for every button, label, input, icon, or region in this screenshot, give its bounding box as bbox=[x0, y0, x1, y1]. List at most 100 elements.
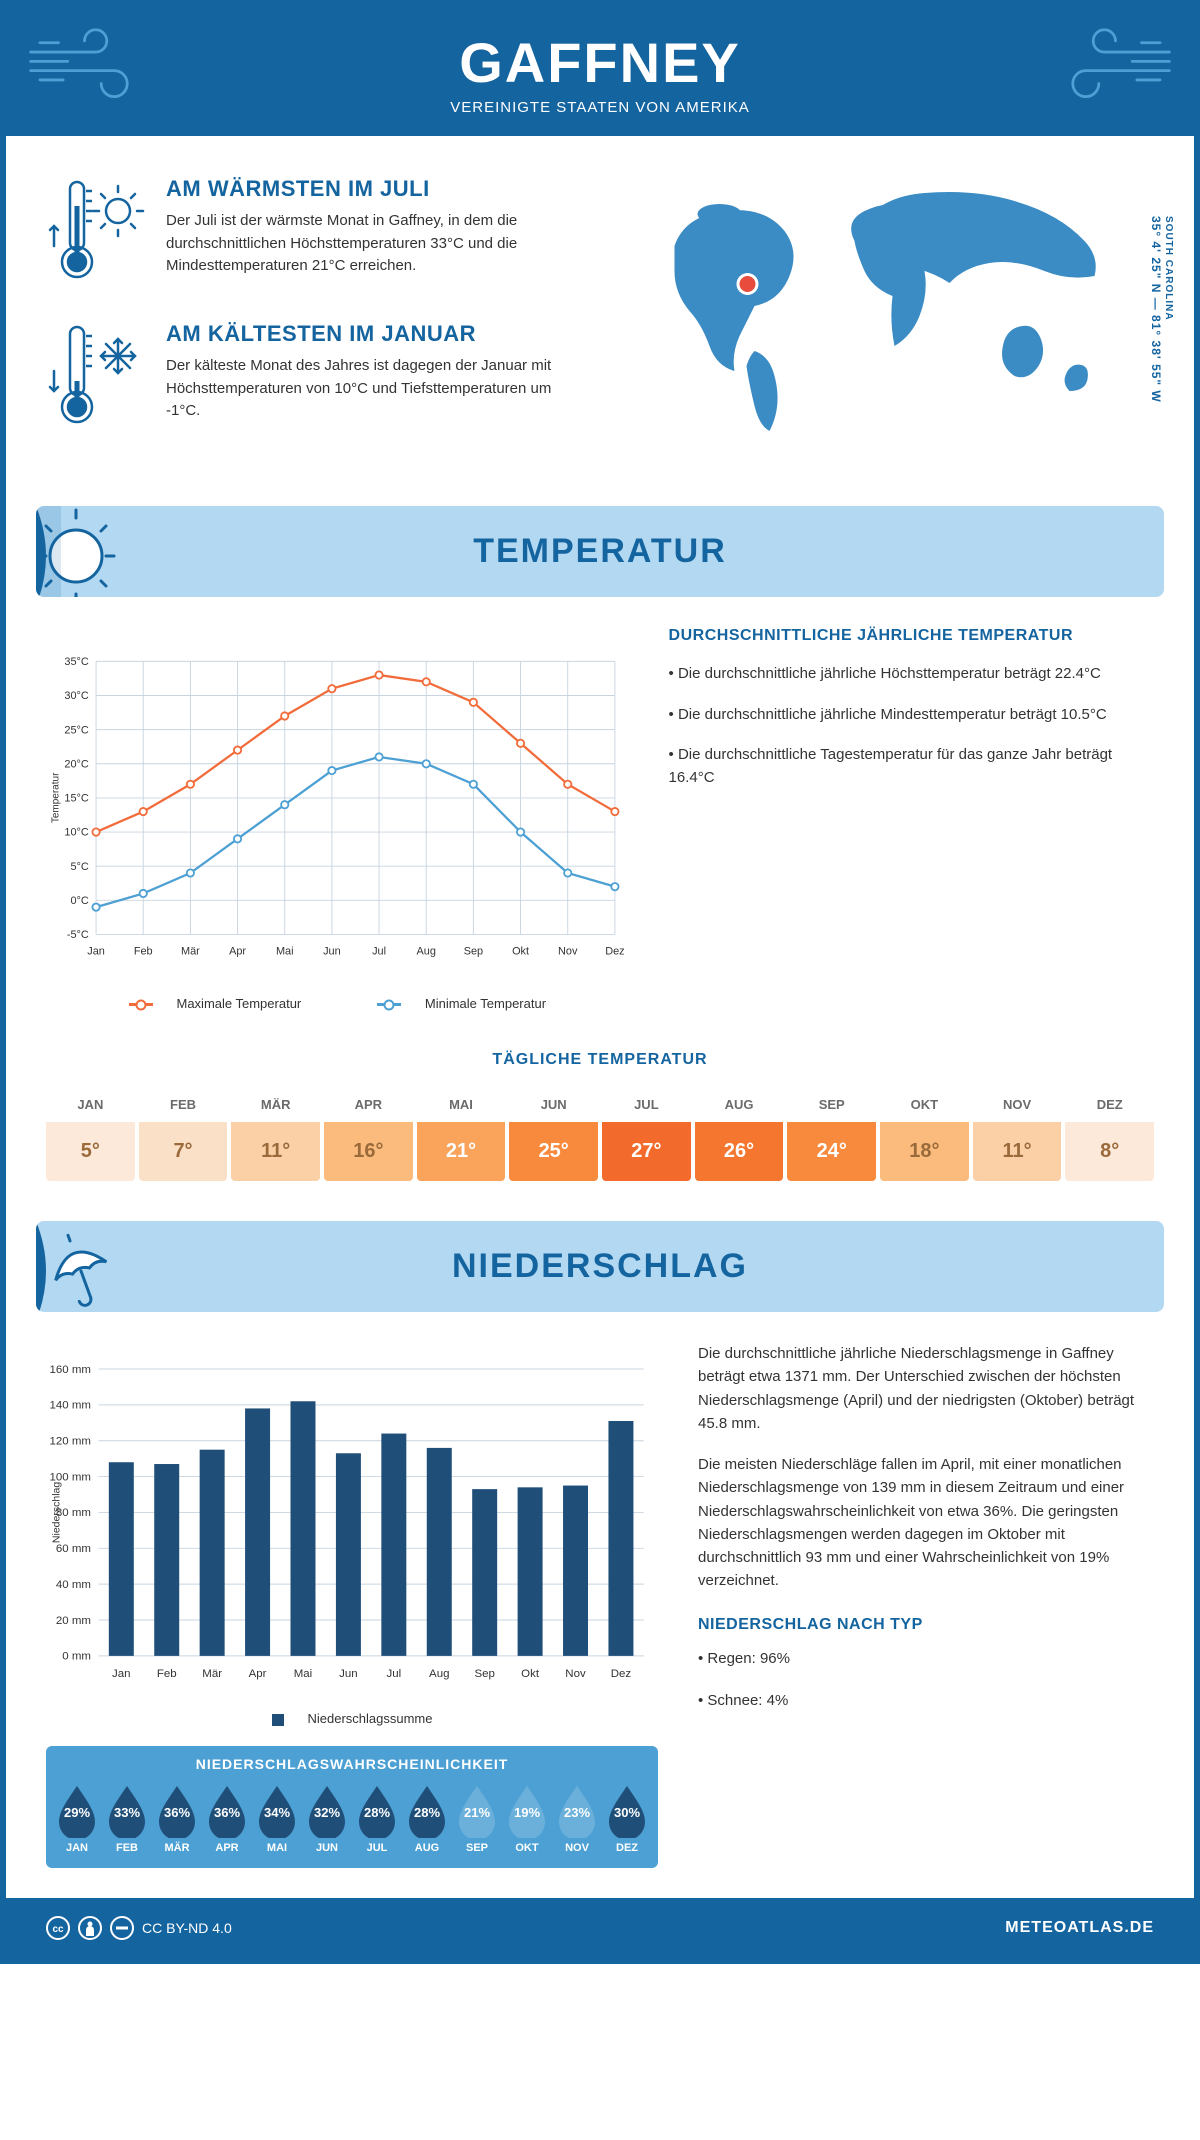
svg-text:100 mm: 100 mm bbox=[50, 1471, 91, 1483]
coldest-fact: AM KÄLTESTEN IM JANUAR Der kälteste Mona… bbox=[46, 321, 585, 436]
avg-temp-b3: • Die durchschnittliche Tagestemperatur … bbox=[669, 744, 1154, 789]
precip-prob-drop: 30% DEZ bbox=[604, 1782, 650, 1854]
svg-text:cc: cc bbox=[52, 1924, 64, 1935]
svg-text:Sep: Sep bbox=[464, 945, 483, 957]
precip-prob-drop: 28% AUG bbox=[404, 1782, 450, 1854]
license-badge: cc CC BY-ND 4.0 bbox=[46, 1916, 232, 1940]
thermometer-hot-icon bbox=[46, 176, 146, 291]
svg-text:Mai: Mai bbox=[276, 945, 294, 957]
svg-text:Aug: Aug bbox=[417, 945, 436, 957]
svg-text:Mai: Mai bbox=[294, 1668, 312, 1680]
svg-text:Jun: Jun bbox=[323, 945, 341, 957]
svg-text:Jul: Jul bbox=[386, 1668, 401, 1680]
svg-text:Jan: Jan bbox=[112, 1668, 131, 1680]
coldest-title: AM KÄLTESTEN IM JANUAR bbox=[166, 321, 585, 347]
temperature-title: TEMPERATUR bbox=[36, 532, 1164, 571]
svg-text:60 mm: 60 mm bbox=[56, 1543, 91, 1555]
intro-section: AM WÄRMSTEN IM JULI Der Juli ist der wär… bbox=[6, 136, 1194, 486]
umbrella-icon bbox=[36, 1221, 136, 1312]
daily-temp-title: TÄGLICHE TEMPERATUR bbox=[6, 1051, 1194, 1069]
precip-prob-drop: 33% FEB bbox=[104, 1782, 150, 1854]
avg-temp-b2: • Die durchschnittliche jährliche Mindes… bbox=[669, 704, 1154, 727]
precip-prob-drop: 28% JUL bbox=[354, 1782, 400, 1854]
svg-text:5°C: 5°C bbox=[70, 861, 88, 873]
precip-prob-drop: 29% JAN bbox=[54, 1782, 100, 1854]
svg-text:Aug: Aug bbox=[429, 1668, 449, 1680]
world-map bbox=[615, 176, 1154, 461]
city-title: GAFFNEY bbox=[6, 30, 1194, 95]
daily-temp-cell: FEB 7° bbox=[139, 1087, 228, 1181]
temperature-line-chart: -5°C0°C5°C10°C15°C20°C25°C30°C35°CJanFeb… bbox=[46, 627, 629, 987]
precipitation-title: NIEDERSCHLAG bbox=[36, 1247, 1164, 1286]
warmest-text: Der Juli ist der wärmste Monat in Gaffne… bbox=[166, 210, 585, 278]
svg-text:20°C: 20°C bbox=[64, 758, 88, 770]
precip-prob-title: NIEDERSCHLAGSWAHRSCHEINLICHKEIT bbox=[54, 1756, 650, 1772]
thermometer-cold-icon bbox=[46, 321, 146, 436]
coordinates: SOUTH CAROLINA 35° 4' 25" N — 81° 38' 55… bbox=[1149, 216, 1174, 403]
precip-probability-box: NIEDERSCHLAGSWAHRSCHEINLICHKEIT 29% JAN … bbox=[46, 1746, 658, 1868]
sun-icon bbox=[36, 506, 136, 597]
svg-text:Jun: Jun bbox=[339, 1668, 358, 1680]
daily-temp-cell: NOV 11° bbox=[973, 1087, 1062, 1181]
svg-text:Okt: Okt bbox=[521, 1668, 540, 1680]
wind-icon-left bbox=[26, 16, 156, 121]
precip-rain: • Regen: 96% bbox=[698, 1647, 1154, 1670]
coldest-text: Der kälteste Monat des Jahres ist dagege… bbox=[166, 355, 585, 423]
svg-text:Sep: Sep bbox=[474, 1668, 494, 1680]
warmest-title: AM WÄRMSTEN IM JULI bbox=[166, 176, 585, 202]
infographic-frame: GAFFNEY VEREINIGTE STAATEN VON AMERIKA bbox=[0, 0, 1200, 1964]
precip-prob-drop: 21% SEP bbox=[454, 1782, 500, 1854]
avg-temp-b1: • Die durchschnittliche jährliche Höchst… bbox=[669, 663, 1154, 686]
daily-temp-cell: DEZ 8° bbox=[1065, 1087, 1154, 1181]
precip-prob-drop: 34% MAI bbox=[254, 1782, 300, 1854]
svg-text:Dez: Dez bbox=[605, 945, 624, 957]
svg-text:35°C: 35°C bbox=[64, 656, 88, 668]
daily-temp-cell: MAI 21° bbox=[417, 1087, 506, 1181]
svg-text:15°C: 15°C bbox=[64, 793, 88, 805]
svg-text:20 mm: 20 mm bbox=[56, 1615, 91, 1627]
svg-text:30°C: 30°C bbox=[64, 690, 88, 702]
svg-text:Mär: Mär bbox=[181, 945, 200, 957]
country-subtitle: VEREINIGTE STAATEN VON AMERIKA bbox=[6, 99, 1194, 116]
svg-text:40 mm: 40 mm bbox=[56, 1579, 91, 1591]
header: GAFFNEY VEREINIGTE STAATEN VON AMERIKA bbox=[6, 6, 1194, 136]
daily-temp-cell: JUN 25° bbox=[509, 1087, 598, 1181]
temperature-body: -5°C0°C5°C10°C15°C20°C25°C30°C35°CJanFeb… bbox=[6, 627, 1194, 1011]
svg-text:Jul: Jul bbox=[372, 945, 386, 957]
svg-text:120 mm: 120 mm bbox=[50, 1436, 91, 1448]
temp-legend: Maximale Temperatur Minimale Temperatur bbox=[46, 996, 629, 1011]
svg-text:Dez: Dez bbox=[611, 1668, 632, 1680]
precip-prob-drop: 36% APR bbox=[204, 1782, 250, 1854]
daily-temp-cell: AUG 26° bbox=[695, 1087, 784, 1181]
svg-text:Nov: Nov bbox=[565, 1668, 586, 1680]
svg-text:Feb: Feb bbox=[134, 945, 153, 957]
svg-text:Okt: Okt bbox=[512, 945, 529, 957]
precip-prob-drop: 32% JUN bbox=[304, 1782, 350, 1854]
svg-text:Apr: Apr bbox=[249, 1668, 267, 1680]
svg-text:Mär: Mär bbox=[202, 1668, 222, 1680]
footer: cc CC BY-ND 4.0 METEOATLAS.DE bbox=[6, 1898, 1194, 1958]
wind-icon-right bbox=[1044, 16, 1174, 121]
precipitation-bar-chart: 0 mm20 mm40 mm60 mm80 mm100 mm120 mm140 … bbox=[46, 1342, 658, 1702]
daily-temp-cell: MÄR 11° bbox=[231, 1087, 320, 1181]
precip-prob-drop: 23% NOV bbox=[554, 1782, 600, 1854]
daily-temp-strip: JAN 5° FEB 7° MÄR 11° APR 16° MAI 21° JU… bbox=[6, 1087, 1194, 1181]
daily-temp-cell: JAN 5° bbox=[46, 1087, 135, 1181]
precip-p2: Die meisten Niederschläge fallen im Apri… bbox=[698, 1453, 1154, 1593]
svg-text:Feb: Feb bbox=[157, 1668, 177, 1680]
daily-temp-cell: JUL 27° bbox=[602, 1087, 691, 1181]
svg-text:Jan: Jan bbox=[87, 945, 105, 957]
svg-text:10°C: 10°C bbox=[64, 827, 88, 839]
precip-type-title: NIEDERSCHLAG NACH TYP bbox=[698, 1613, 1154, 1638]
precipitation-body: 0 mm20 mm40 mm60 mm80 mm100 mm120 mm140 … bbox=[6, 1342, 1194, 1898]
precip-snow: • Schnee: 4% bbox=[698, 1689, 1154, 1712]
precip-prob-drop: 36% MÄR bbox=[154, 1782, 200, 1854]
svg-text:25°C: 25°C bbox=[64, 724, 88, 736]
precip-p1: Die durchschnittliche jährliche Niedersc… bbox=[698, 1342, 1154, 1435]
daily-temp-cell: APR 16° bbox=[324, 1087, 413, 1181]
temperature-banner: TEMPERATUR bbox=[36, 506, 1164, 597]
daily-temp-cell: OKT 18° bbox=[880, 1087, 969, 1181]
svg-text:140 mm: 140 mm bbox=[50, 1400, 91, 1412]
site-name: METEOATLAS.DE bbox=[1005, 1919, 1154, 1937]
precip-legend: Niederschlagssumme bbox=[46, 1711, 658, 1726]
